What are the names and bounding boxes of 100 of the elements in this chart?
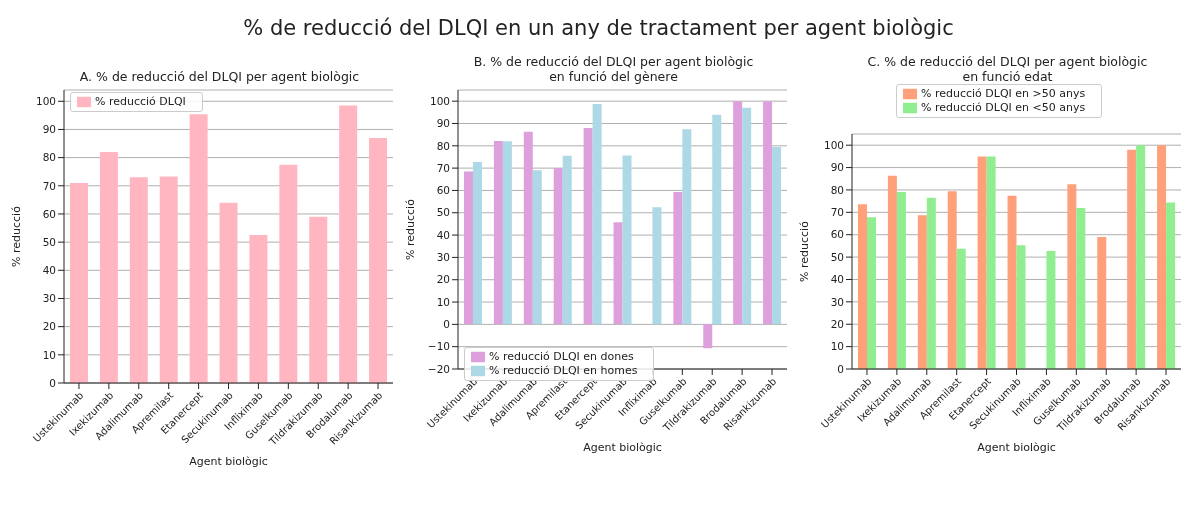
- bar: [956, 248, 966, 369]
- bar: [652, 207, 662, 325]
- y-tick-label: 30: [42, 292, 56, 305]
- bar: [592, 104, 602, 325]
- y-tick-label: 60: [830, 228, 844, 241]
- bar: [917, 215, 927, 369]
- bar: [189, 114, 208, 383]
- y-tick-label: 20: [42, 320, 56, 333]
- y-tick-label: 60: [42, 207, 56, 220]
- bar: [772, 146, 782, 325]
- chart-title: B. % de reducció del DLQI per agent biològic en funció del gènere: [472, 53, 755, 84]
- y-tick-label: 80: [436, 139, 450, 152]
- y-tick-label: 10: [830, 340, 844, 353]
- bar: [219, 202, 238, 383]
- x-axis-title: Agent biològic: [189, 455, 268, 468]
- y-tick-label: 70: [830, 206, 844, 219]
- bar: [896, 191, 906, 369]
- bar: [1076, 208, 1086, 369]
- bar: [1166, 202, 1176, 369]
- y-tick-label: 100: [823, 138, 844, 151]
- bar: [682, 129, 692, 325]
- y-axis-title: % reducció: [9, 205, 23, 267]
- legend-label: % reducció DLQI: [95, 95, 186, 108]
- bar: [279, 164, 298, 383]
- y-tick-label: 70: [436, 161, 450, 174]
- bar: [249, 235, 268, 383]
- y-tick-label: 90: [42, 123, 56, 136]
- y-tick-label: 10: [42, 348, 56, 361]
- y-axis-title: % reducció: [403, 198, 417, 260]
- x-axis-title: Agent biològic: [583, 441, 662, 454]
- bar: [502, 141, 512, 325]
- bar: [532, 170, 542, 325]
- y-tick-label: 10: [436, 295, 450, 308]
- bar: [523, 131, 533, 325]
- bar: [583, 127, 593, 325]
- y-tick-label: 70: [42, 179, 56, 192]
- bar: [472, 162, 482, 325]
- bar: [1067, 184, 1077, 369]
- bar: [887, 175, 897, 369]
- y-tick-label: 40: [830, 273, 844, 286]
- y-axis-title: % reducció: [797, 220, 811, 282]
- bar: [673, 192, 683, 325]
- bar: [1016, 245, 1026, 369]
- bar: [742, 107, 752, 325]
- bar: [926, 197, 936, 369]
- y-tick-label: 20: [436, 273, 450, 286]
- bar: [562, 155, 572, 325]
- y-tick-label: 100: [429, 94, 450, 107]
- bar: [703, 324, 713, 349]
- bar: [1097, 236, 1107, 369]
- bar: [159, 176, 178, 383]
- bar: [369, 137, 388, 383]
- y-tick-label: 90: [830, 161, 844, 174]
- bar: [129, 177, 148, 383]
- bar: [1136, 145, 1146, 369]
- bar: [463, 171, 473, 325]
- y-tick-label: 0: [443, 318, 450, 331]
- bar: [493, 140, 503, 325]
- bar: [1127, 149, 1137, 369]
- y-tick-label: 30: [436, 251, 450, 264]
- y-tick-label: 90: [436, 117, 450, 130]
- bar: [339, 105, 358, 383]
- legend-label: % reducció DLQI en <50 anys: [921, 101, 1086, 114]
- bar: [763, 101, 773, 325]
- bar: [986, 156, 996, 369]
- bar: [1007, 195, 1017, 369]
- bar: [947, 191, 957, 369]
- y-tick-label: 50: [830, 250, 844, 263]
- chart-title: C. % de reducció del DLQI per agent biològic en funció edat: [866, 53, 1149, 84]
- y-tick-label: 40: [42, 264, 56, 277]
- bar: [733, 101, 743, 325]
- bar: [309, 216, 328, 383]
- legend-label: % reducció DLQI en dones: [489, 350, 634, 363]
- y-tick-label: −10: [427, 340, 450, 353]
- y-tick-label: −20: [427, 362, 450, 375]
- y-tick-label: 80: [42, 151, 56, 164]
- y-tick-label: 60: [436, 184, 450, 197]
- bar: [866, 217, 876, 369]
- y-tick-label: 40: [436, 228, 450, 241]
- bar: [553, 168, 563, 325]
- bar: [69, 182, 88, 383]
- y-tick-label: 20: [830, 317, 844, 330]
- bar: [622, 155, 632, 325]
- bar: [712, 114, 722, 325]
- bar: [99, 151, 118, 383]
- bar: [1157, 145, 1167, 369]
- chart-title: A. % de reducció del DLQI per agent biològic: [78, 68, 361, 84]
- bar: [1046, 251, 1056, 369]
- y-tick-label: 0: [49, 376, 56, 389]
- bar: [857, 204, 867, 369]
- bar: [613, 222, 623, 325]
- x-axis-title: Agent biològic: [977, 441, 1056, 454]
- y-tick-label: 50: [42, 235, 56, 248]
- y-tick-label: 0: [837, 362, 844, 375]
- text: % de reducció del DLQI en un any de tractament per agent biològic: [242, 15, 955, 42]
- y-tick-label: 80: [830, 183, 844, 196]
- y-tick-label: 100: [35, 95, 56, 107]
- legend-label: % reducció DLQI en homes: [489, 364, 638, 377]
- legend-label: % reducció DLQI en >50 anys: [921, 87, 1086, 100]
- y-tick-label: 50: [436, 206, 450, 219]
